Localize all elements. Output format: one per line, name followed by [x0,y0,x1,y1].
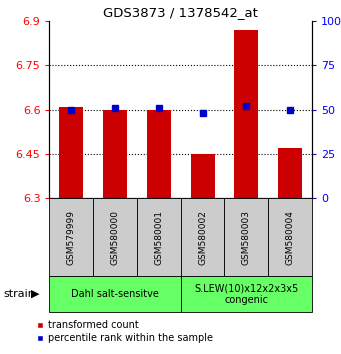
Bar [59,107,83,198]
Bar [93,198,137,276]
Text: GSM580002: GSM580002 [198,210,207,265]
Text: Dahl salt-sensitve: Dahl salt-sensitve [71,289,159,299]
Bar [103,110,127,198]
Legend: transformed count, percentile rank within the sample: transformed count, percentile rank withi… [32,316,217,347]
Text: GSM580001: GSM580001 [154,210,163,265]
Bar [181,276,312,312]
Text: GSM580003: GSM580003 [242,210,251,265]
Bar [268,198,312,276]
Bar [191,154,214,198]
Bar [137,198,181,276]
Text: GSM580004: GSM580004 [286,210,295,265]
Bar [278,148,302,198]
Bar [224,198,268,276]
Bar [234,30,258,198]
Text: strain: strain [3,289,35,299]
Bar [147,110,171,198]
Bar [49,198,93,276]
Title: GDS3873 / 1378542_at: GDS3873 / 1378542_at [103,6,258,19]
Text: ▶: ▶ [31,289,39,299]
Bar [49,276,181,312]
Text: GSM579999: GSM579999 [67,210,76,265]
Text: S.LEW(10)x12x2x3x5
congenic: S.LEW(10)x12x2x3x5 congenic [194,283,298,305]
Text: GSM580000: GSM580000 [110,210,120,265]
Bar [181,198,224,276]
